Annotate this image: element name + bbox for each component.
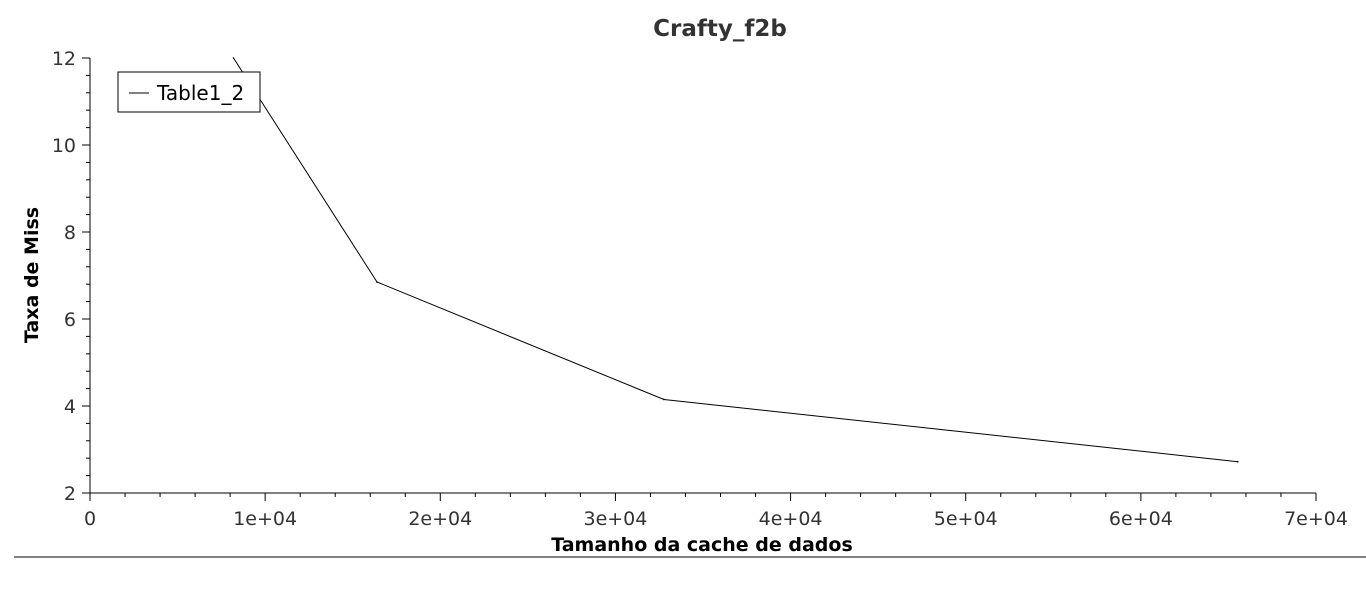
x-tick-label: 7e+04 <box>1284 508 1348 530</box>
legend: Table1_2 <box>117 71 261 113</box>
y-tick-label: 4 <box>64 396 76 418</box>
data-point <box>376 281 378 283</box>
data-point <box>232 57 235 59</box>
plot-area: 0 1e+04 2e+04 3e+04 4e+04 5e+04 6e+04 7e+04 2 4 6 8… <box>14 48 1366 558</box>
x-tick-label: 1e+04 <box>233 508 297 530</box>
y-tick-label: 10 <box>52 135 76 157</box>
x-axis-label: Tamanho da cache de dados <box>551 534 853 556</box>
x-tick-label: 0 <box>84 508 96 530</box>
x-tick-label: 2e+04 <box>408 508 472 530</box>
x-tick-label: 6e+04 <box>1109 508 1173 530</box>
y-tick-label: 6 <box>64 309 76 331</box>
x-tick-label: 3e+04 <box>583 508 647 530</box>
y-axis-label: Taxa de Miss <box>21 207 43 343</box>
chart-title: Crafty_f2b <box>653 16 787 42</box>
legend-box <box>117 71 261 113</box>
data-point <box>663 398 665 401</box>
legend-label: Table1_2 <box>156 81 244 105</box>
x-tick-label: 4e+04 <box>759 508 823 530</box>
data-point <box>1237 460 1239 463</box>
y-tick-label: 8 <box>64 222 76 244</box>
y-tick-label: 2 <box>64 483 76 505</box>
x-tick-label: 5e+04 <box>934 508 998 530</box>
y-tick-label: 12 <box>52 48 76 70</box>
series-line-0 <box>233 57 1238 463</box>
